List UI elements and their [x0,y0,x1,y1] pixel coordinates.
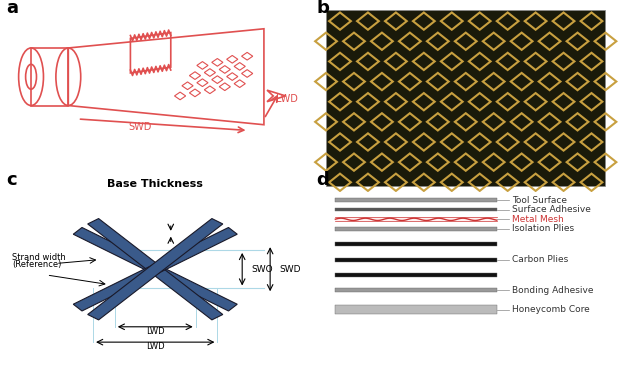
Polygon shape [73,227,237,311]
Polygon shape [88,218,223,320]
Text: LWD: LWD [146,342,165,351]
Polygon shape [88,218,223,320]
Bar [335,258,497,262]
Text: SWO: SWO [252,265,273,274]
Text: LWD: LWD [146,327,165,335]
Bar [335,242,497,246]
Text: Strand width: Strand width [12,253,66,262]
Text: SWD: SWD [279,265,301,274]
Text: Carbon Plies: Carbon Plies [512,255,569,264]
Text: d: d [317,171,330,189]
Text: c: c [6,171,17,189]
Text: (Reference): (Reference) [12,260,62,269]
Text: b: b [317,0,330,17]
Text: LWD: LWD [276,94,298,104]
Bar [335,208,497,211]
Text: Bonding Adhesive: Bonding Adhesive [512,286,594,295]
Polygon shape [73,227,237,311]
Bar [335,217,497,221]
Text: SWD: SWD [128,123,152,132]
Text: Metal Mesh: Metal Mesh [512,215,564,224]
Bar [335,227,497,231]
Text: Isolation Plies: Isolation Plies [512,224,574,234]
Text: Base Thickness: Base Thickness [107,179,203,189]
Text: Honeycomb Core: Honeycomb Core [512,305,590,314]
Text: Tool Surface: Tool Surface [512,196,568,205]
Bar [335,273,497,277]
Bar [335,288,497,293]
Text: a: a [6,0,18,17]
Bar [335,198,497,202]
Bar [335,305,497,314]
Text: Surface Adhesive: Surface Adhesive [512,205,591,214]
